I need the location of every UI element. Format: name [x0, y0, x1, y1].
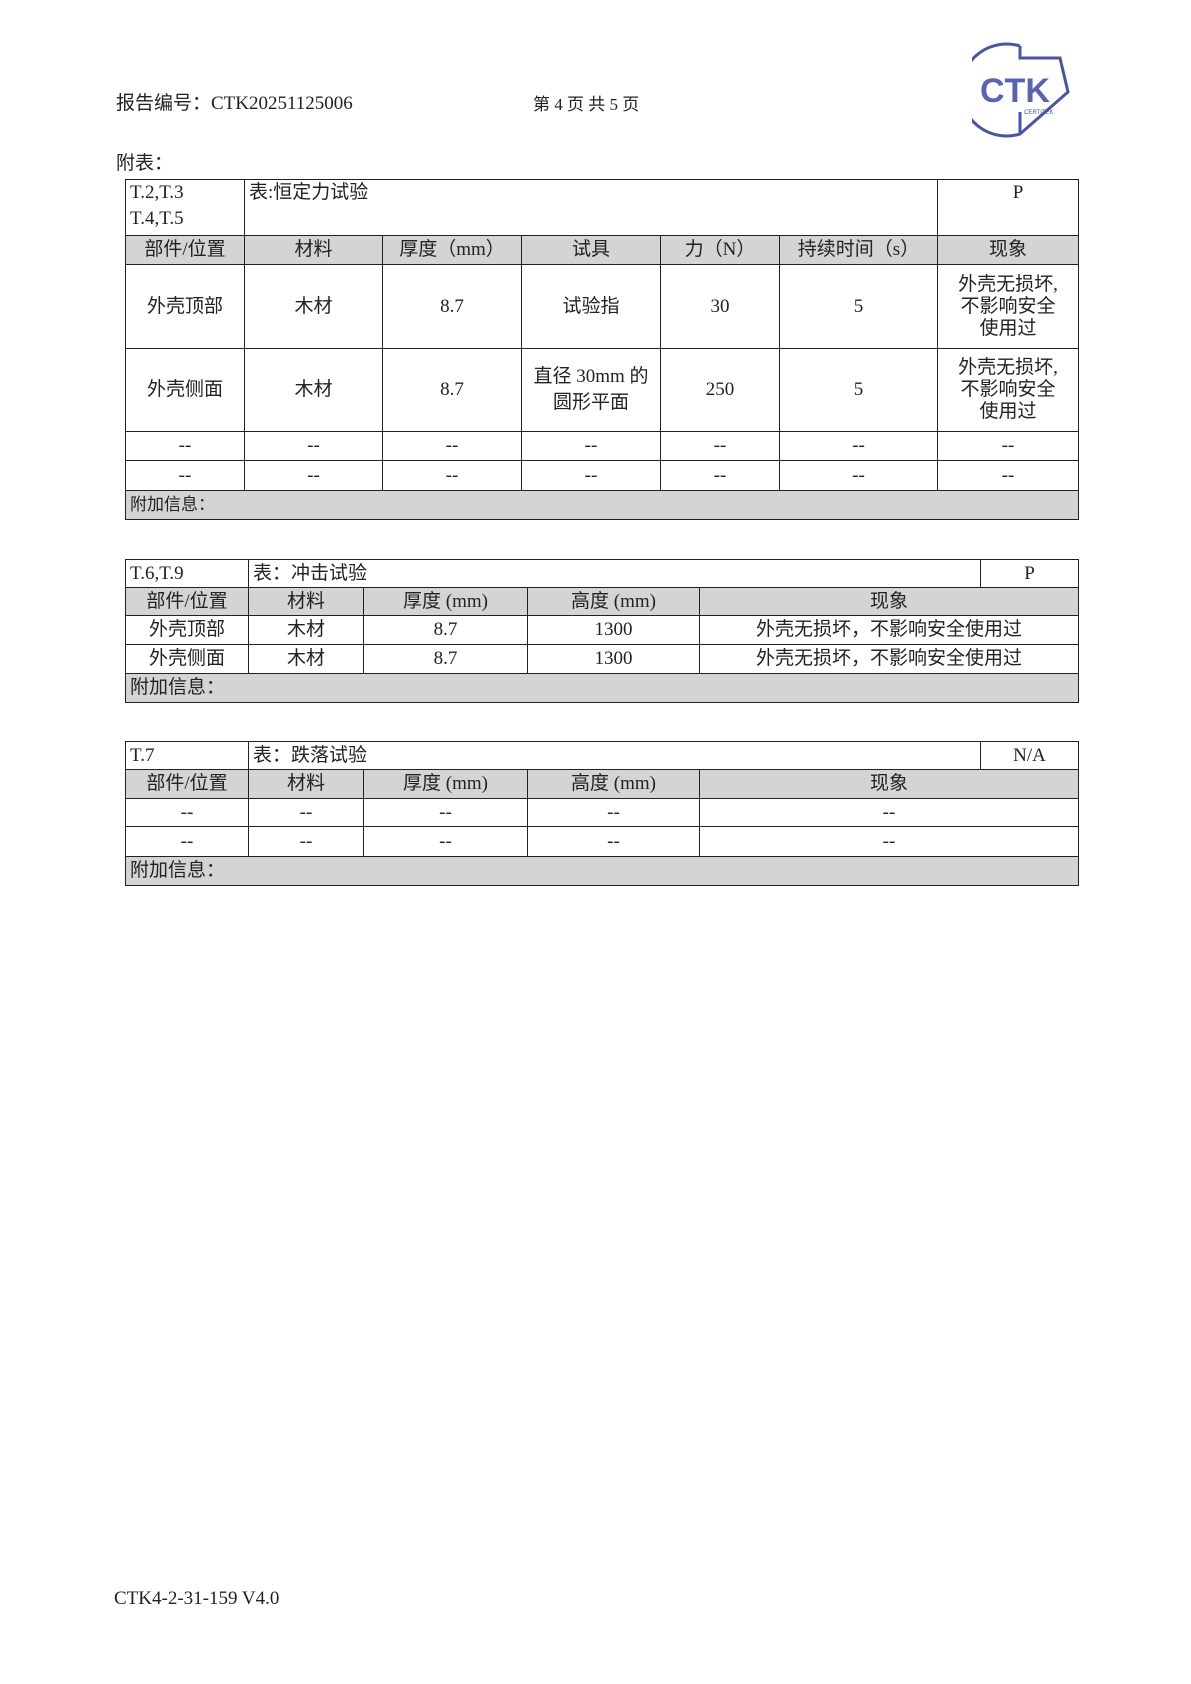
- verdict: P: [937, 179, 1079, 236]
- table-cell: --: [779, 460, 938, 491]
- table-cell: --: [660, 431, 780, 461]
- table-cell: 高度 (mm): [527, 587, 700, 616]
- table-cell: --: [698, 826, 1080, 857]
- page-number: 第 4 页 共 5 页: [533, 95, 640, 114]
- constant-force-test-table: T.2,T.3 T.4,T.5 表:恒定力试验 P 部件/位置 材料 厚度（mm） 试具…: [125, 179, 1079, 520]
- additional-info: 附加信息：: [125, 490, 1079, 520]
- drop-test-table: T.7 表：跌落试验 N/A 部件/位置 材料 厚度 (mm) 高度 (mm) 现象 -…: [124, 741, 1080, 886]
- table-cell: 直径 30mm 的圆形平面: [521, 348, 661, 432]
- table-row: 外壳侧面 木材 8.7 直径 30mm 的圆形平面 250 5 外壳无损坏, 不影响安全…: [125, 348, 1079, 432]
- table-cell: --: [248, 798, 364, 827]
- table-cell: 5: [779, 348, 938, 432]
- table-cell: --: [779, 431, 938, 461]
- additional-info: 附加信息：: [124, 673, 1080, 703]
- header-row: 部件/位置 材料 厚度（mm） 试具 力（N） 持续时间（s） 现象: [125, 235, 1079, 265]
- table-row: 外壳侧面 木材 8.7 1300 外壳无损坏，不影响安全使用过: [125, 644, 1080, 674]
- verdict: P: [980, 559, 1080, 588]
- table-title: 表:恒定力试验: [244, 179, 938, 236]
- table-cell: --: [125, 431, 245, 461]
- table-cell: 外壳顶部: [125, 264, 245, 349]
- table-cell: 1300: [527, 644, 700, 674]
- table-cell: 外壳顶部: [125, 615, 249, 645]
- table-cell: --: [125, 460, 245, 491]
- table-row: -- -- -- -- --: [125, 826, 1080, 857]
- table-cell: 高度 (mm): [527, 769, 700, 799]
- table-cell: --: [382, 431, 522, 461]
- table-cell: 外壳无损坏，不影响安全使用过: [698, 615, 1080, 645]
- table-cell: 材料: [248, 587, 364, 616]
- table-cell: 部件/位置: [125, 769, 249, 799]
- table-cell: 材料: [248, 769, 364, 799]
- table-cell: 外壳无损坏, 不影响安全 使用过: [937, 348, 1079, 432]
- header-row: 部件/位置 材料 厚度 (mm) 高度 (mm) 现象: [125, 769, 1080, 799]
- table-cell: --: [698, 798, 1080, 827]
- table-cell: 8.7: [363, 615, 528, 645]
- table-cell: 外壳无损坏，不影响安全使用过: [698, 644, 1080, 674]
- table-cell: --: [527, 826, 700, 857]
- clause-cell: T.6,T.9: [125, 559, 249, 588]
- table-cell: --: [521, 431, 661, 461]
- table-cell: --: [125, 826, 249, 857]
- table-title: 表：冲击试验: [247, 559, 982, 588]
- table-cell: 厚度 (mm): [363, 769, 528, 799]
- table-cell: 8.7: [382, 348, 522, 432]
- col-header: 力（N）: [660, 235, 780, 265]
- table-cell: --: [244, 460, 383, 491]
- table-cell: 试验指: [521, 264, 661, 349]
- clause-cell: T.7: [125, 741, 249, 770]
- table-row: 外壳顶部 木材 8.7 1300 外壳无损坏，不影响安全使用过: [125, 615, 1080, 645]
- table-cell: --: [527, 798, 700, 827]
- col-header: 持续时间（s）: [779, 235, 938, 265]
- table-cell: 部件/位置: [125, 587, 249, 616]
- table-row: 外壳顶部 木材 8.7 试验指 30 5 外壳无损坏, 不影响安全 使用过: [125, 264, 1079, 349]
- table-cell: 外壳无损坏, 不影响安全 使用过: [937, 264, 1079, 349]
- report-number: 报告编号：CTK20251125006: [116, 93, 353, 114]
- table-cell: 木材: [244, 348, 383, 432]
- table-cell: --: [660, 460, 780, 491]
- impact-test-table: T.6,T.9 表：冲击试验 P 部件/位置 材料 厚度 (mm) 高度 (mm) 现象…: [124, 559, 1080, 703]
- clause-cell: T.2,T.3 T.4,T.5: [125, 179, 245, 236]
- table-cell: 250: [660, 348, 780, 432]
- table-cell: --: [244, 431, 383, 461]
- col-header: 材料: [244, 235, 383, 265]
- table-title: 表：跌落试验: [247, 741, 982, 770]
- table-cell: --: [382, 460, 522, 491]
- table-cell: --: [125, 798, 249, 827]
- table-cell: 现象: [698, 587, 1080, 616]
- col-header: 厚度（mm）: [382, 235, 522, 265]
- ctk-logo: CTK CERTITEK: [972, 42, 1070, 138]
- table-cell: --: [521, 460, 661, 491]
- col-header: 部件/位置: [125, 235, 245, 265]
- table-cell: --: [363, 826, 528, 857]
- table-row: -- -- -- -- -- -- --: [125, 431, 1079, 461]
- svg-text:CERTITEK: CERTITEK: [1024, 110, 1054, 116]
- verdict: N/A: [980, 741, 1080, 770]
- table-cell: --: [248, 826, 364, 857]
- table-cell: 8.7: [363, 644, 528, 674]
- table-cell: --: [363, 798, 528, 827]
- table-cell: 现象: [698, 769, 1080, 799]
- header-row: 部件/位置 材料 厚度 (mm) 高度 (mm) 现象: [125, 587, 1080, 616]
- table-cell: 木材: [248, 615, 364, 645]
- appendix-label: 附表：: [116, 153, 174, 174]
- table-row: -- -- -- -- -- -- --: [125, 460, 1079, 491]
- form-code: CTK4-2-31-159 V4.0: [114, 1588, 280, 1609]
- table-cell: 木材: [244, 264, 383, 349]
- additional-info: 附加信息：: [124, 856, 1080, 886]
- table-row: -- -- -- -- --: [125, 798, 1080, 827]
- svg-text:CTK: CTK: [980, 72, 1050, 110]
- table-cell: --: [937, 431, 1079, 461]
- table-cell: 木材: [248, 644, 364, 674]
- table-cell: --: [937, 460, 1079, 491]
- table-cell: 1300: [527, 615, 700, 645]
- table-cell: 厚度 (mm): [363, 587, 528, 616]
- col-header: 现象: [937, 235, 1079, 265]
- table-cell: 外壳侧面: [125, 644, 249, 674]
- table-cell: 8.7: [382, 264, 522, 349]
- table-cell: 30: [660, 264, 780, 349]
- table-cell: 外壳侧面: [125, 348, 245, 432]
- col-header: 试具: [521, 235, 661, 265]
- table-cell: 5: [779, 264, 938, 349]
